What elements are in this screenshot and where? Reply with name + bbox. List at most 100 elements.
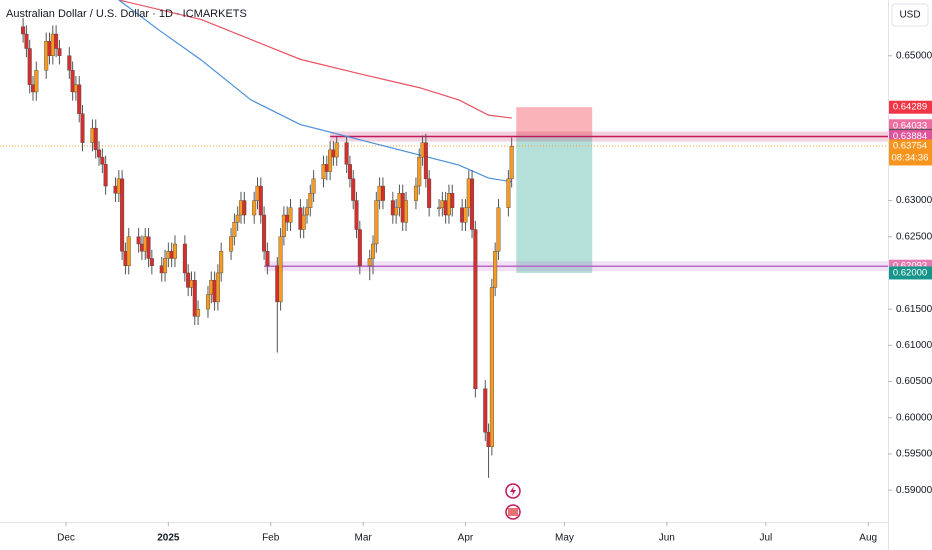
candle-body <box>97 149 102 158</box>
price-badge-label: 0.64289 <box>893 102 927 113</box>
candle-body <box>483 388 488 433</box>
x-tick-label: 2025 <box>157 533 180 544</box>
candle-body <box>400 193 405 223</box>
candle-body <box>460 207 465 223</box>
candle-body <box>397 193 402 208</box>
candle-body <box>344 142 349 165</box>
candle-body <box>242 200 247 216</box>
x-tick-label: Jul <box>759 533 772 544</box>
candle-body <box>427 178 432 208</box>
currency[interactable]: USD <box>899 10 920 21</box>
price-badge-label: 0.64033 <box>893 120 927 131</box>
candle-body <box>113 185 118 194</box>
candle-body <box>196 308 201 317</box>
candle-body <box>47 41 52 56</box>
candle-body <box>506 178 511 208</box>
currency-button[interactable] <box>891 3 929 27</box>
candle-body <box>328 149 333 172</box>
candle-body <box>437 207 442 209</box>
countdown: 08:34:36 <box>892 152 929 163</box>
x-tick-label: Dec <box>57 533 75 544</box>
x-tick-label: May <box>555 533 574 544</box>
candle-body <box>489 287 494 447</box>
price-badge <box>889 139 932 166</box>
candle-body <box>21 26 26 35</box>
candle-body <box>163 258 168 274</box>
candle-body <box>374 200 379 245</box>
candle-body <box>298 207 303 230</box>
y-tick-label: 0.60000 <box>896 412 932 423</box>
y-tick-label: 0.60500 <box>896 376 932 387</box>
candle-body <box>50 33 55 56</box>
candle-body <box>262 214 267 252</box>
y-tick-label: 0.59500 <box>896 449 932 460</box>
candle-body <box>301 214 306 230</box>
candle-body <box>219 251 224 274</box>
candle-body <box>450 193 455 208</box>
candle-body <box>235 214 240 223</box>
candle-body <box>404 200 409 223</box>
candle-body <box>182 243 187 274</box>
candle-body <box>34 70 39 93</box>
candle-body <box>463 207 468 223</box>
candle-body <box>209 279 214 295</box>
x-tick-label: Mar <box>355 533 373 544</box>
event-icon-bolt <box>510 486 516 496</box>
candle-body <box>159 265 164 274</box>
candle-body <box>367 258 372 266</box>
candle-body <box>324 164 329 172</box>
price-badge <box>889 100 932 114</box>
candle-body <box>70 70 75 93</box>
candle-body <box>308 193 313 208</box>
candle-body <box>212 279 217 303</box>
candle-body <box>321 164 326 180</box>
candle-body <box>493 251 498 288</box>
candle-body <box>446 193 451 216</box>
candle-body <box>229 236 234 252</box>
event-icons <box>505 483 521 520</box>
candle-body <box>31 84 36 93</box>
candle-body <box>255 185 260 201</box>
price-badge <box>889 266 932 280</box>
flag-icon-fill <box>508 508 518 516</box>
y-tick-label: 0.62500 <box>896 231 932 242</box>
candle-body <box>496 207 501 252</box>
candle-body <box>311 178 316 194</box>
candle-body <box>116 178 121 194</box>
candle-body <box>394 207 399 216</box>
candle-body <box>443 200 448 216</box>
candle-body <box>54 33 59 49</box>
candle-body <box>166 251 171 259</box>
candle-body <box>120 178 125 252</box>
candle-body <box>27 48 32 85</box>
x-tick-label: Aug <box>859 533 877 544</box>
y-tick-label: 0.59000 <box>896 485 932 496</box>
x-tick-label: Feb <box>262 533 280 544</box>
candle-body <box>139 243 144 252</box>
candle-body <box>44 41 49 71</box>
candle-body <box>103 164 108 187</box>
candle-body <box>334 142 339 158</box>
candle-body <box>136 236 141 245</box>
candle-body <box>288 207 293 223</box>
candle-body <box>265 251 270 266</box>
candle-body <box>126 236 131 266</box>
stop-zone <box>516 107 593 136</box>
candle-body <box>275 265 280 303</box>
candle-body <box>258 185 263 216</box>
candle-body <box>473 229 478 389</box>
candle-body <box>77 84 82 114</box>
candle-body <box>24 33 29 49</box>
candle-body <box>149 258 154 266</box>
candle-body <box>93 127 98 151</box>
y-tick-label: 0.65000 <box>896 50 932 61</box>
candle-body <box>466 178 471 208</box>
y-tick-label: 0.61500 <box>896 304 932 315</box>
x-tick-label: Jun <box>659 533 675 544</box>
price-badge-label: 0.63754 <box>893 140 927 151</box>
candle-body <box>305 207 310 216</box>
candle-body <box>420 142 425 158</box>
y-tick-label: 0.63000 <box>896 195 932 206</box>
